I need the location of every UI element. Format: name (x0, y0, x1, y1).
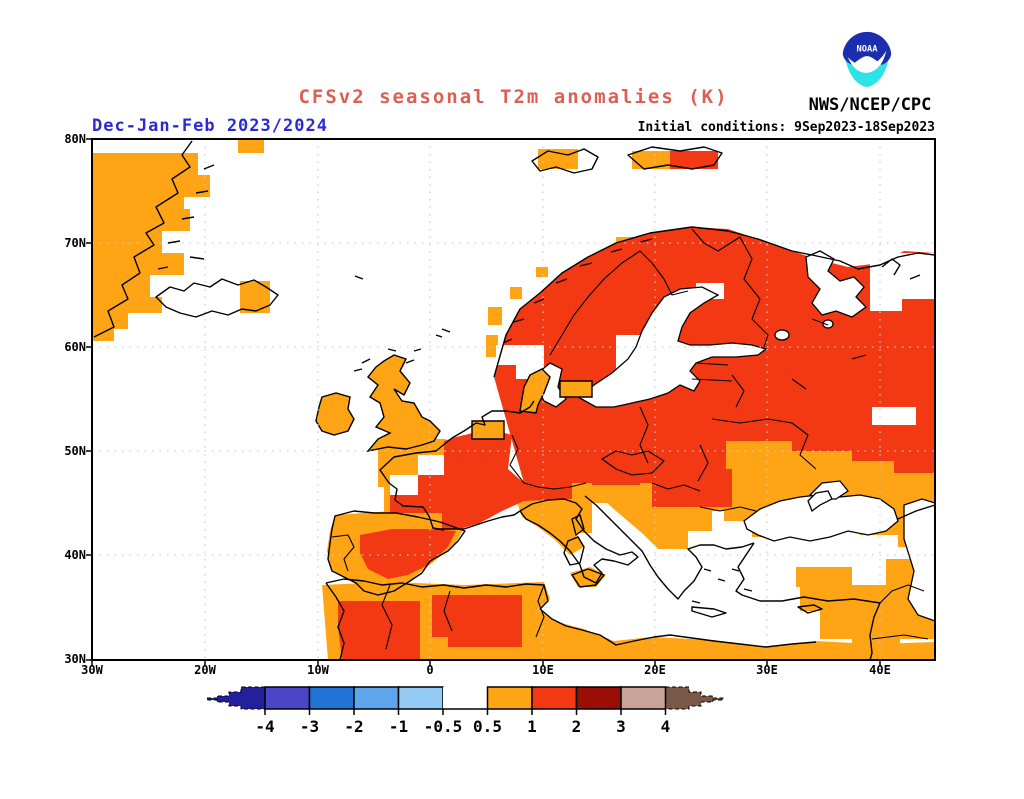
small-islands (353, 275, 451, 372)
colorbar-left-arrow (206, 686, 266, 710)
lon-tick-label: 30E (756, 663, 778, 677)
coastline-caucasus (897, 504, 936, 520)
colorbar-segment (397, 686, 444, 710)
colorbar-tick-label: -1 (389, 717, 408, 736)
coastline-italy (519, 498, 639, 584)
fjords (502, 238, 653, 344)
agency-label: NWS/NCEP/CPC (808, 95, 932, 115)
coastline-layer (93, 140, 936, 661)
lat-tick-label: 60N (64, 340, 86, 354)
coastline-lowlands (451, 400, 535, 439)
border-czechia (601, 450, 665, 476)
coast-filled-layer (315, 354, 593, 453)
noaa-logo: NOAA (842, 31, 892, 88)
lon-tick-label: 10W (307, 663, 329, 677)
gridline-layer (92, 139, 935, 660)
coastline-greenland (93, 140, 193, 338)
colorbar-segment-neutral (443, 687, 488, 709)
border-finland-russia (691, 228, 769, 348)
colorbar-tick-label: -3 (300, 717, 319, 736)
border-middle-east (871, 584, 929, 640)
coastline-balkans (584, 495, 755, 600)
coastline-france-west (379, 437, 453, 531)
colorbar-segment (531, 686, 578, 710)
great-britain (366, 354, 441, 453)
colorbar-tick-label: 3 (616, 717, 626, 736)
lat-tick-label: 40N (64, 548, 86, 562)
noaa-logo-text: NOAA (857, 44, 879, 54)
coastline-svalbard (531, 146, 723, 174)
aegean-islands (691, 568, 823, 618)
colorbar-segment (353, 686, 400, 710)
lon-tick-label: 0 (426, 663, 434, 677)
colorbar: -4 -3 -2 -1 -0.5 0.5 1 2 3 4 (206, 686, 724, 736)
coastline-iceland (155, 278, 279, 318)
border-maghreb (381, 584, 545, 650)
colorbar-tick-label: -4 (255, 717, 274, 736)
coastline-iberia (327, 510, 466, 596)
anomaly-map (86, 138, 936, 666)
lat-tick-label: 30N (64, 652, 86, 666)
coastline-med-islands (563, 514, 605, 588)
border-sweden-finland (639, 250, 689, 296)
colorbar-tick-label: 1 (527, 717, 537, 736)
lon-tick-label: 10E (532, 663, 554, 677)
colorbar-ticks (264, 709, 667, 715)
border-norway-sweden (549, 250, 641, 356)
lat-tick-label: 80N (64, 132, 86, 146)
colorbar-tick-label: -2 (344, 717, 363, 736)
coastline-arctic (493, 226, 936, 378)
lon-tick-label: 40E (869, 663, 891, 677)
lon-tick-label: 20W (194, 663, 216, 677)
coastline-north-africa (325, 578, 817, 648)
coastline-kanin (881, 258, 921, 280)
colorbar-tick-label: 0.5 (473, 717, 502, 736)
coastline-france-med (463, 510, 521, 530)
coastline-turkey-levant (735, 542, 881, 661)
noaa-logo-gull-icon (847, 50, 887, 73)
sea-coast-layer (535, 250, 936, 622)
colorbar-tick-label: 2 (572, 717, 582, 736)
colorbar-tick-label: 4 (661, 717, 671, 736)
noaa-logo-fan (842, 31, 892, 65)
initial-conditions-label: Initial conditions: 9Sep2023-18Sep2023 (637, 120, 935, 135)
colorbar-tick-label: -0.5 (424, 717, 463, 736)
coastline-morocco-atlantic (325, 582, 345, 661)
noaa-logo-swoosh (844, 53, 890, 88)
border-baltics (691, 362, 745, 408)
colorbar-segment (486, 686, 533, 710)
lat-tick-label: 50N (64, 444, 86, 458)
colorbar-segment (575, 686, 622, 710)
colorbar-segment (308, 686, 355, 710)
border-rhine-alps (509, 434, 587, 490)
map-canvas (86, 138, 936, 666)
ireland (315, 392, 355, 436)
lon-tick-label: 20E (644, 663, 666, 677)
border-germany-poland (639, 406, 649, 464)
border-ukraine-russia (711, 418, 817, 470)
lon-tick-label: 30W (81, 663, 103, 677)
border-russia-detail (791, 318, 867, 390)
colorbar-right-arrow (665, 686, 724, 710)
colorbar-segment (264, 686, 311, 710)
lat-tick-label: 70N (64, 236, 86, 250)
border-carpathian (651, 444, 757, 512)
map-frame (86, 138, 936, 666)
colorbar-segment (620, 686, 667, 710)
skane (559, 380, 593, 398)
page-title: CFSv2 seasonal T2m anomalies (K) (298, 86, 729, 108)
season-label: Dec-Jan-Feb 2023/2024 (92, 116, 328, 136)
border-layer (381, 228, 929, 650)
netherlands-coast (471, 420, 505, 440)
border-portugal (331, 534, 355, 572)
